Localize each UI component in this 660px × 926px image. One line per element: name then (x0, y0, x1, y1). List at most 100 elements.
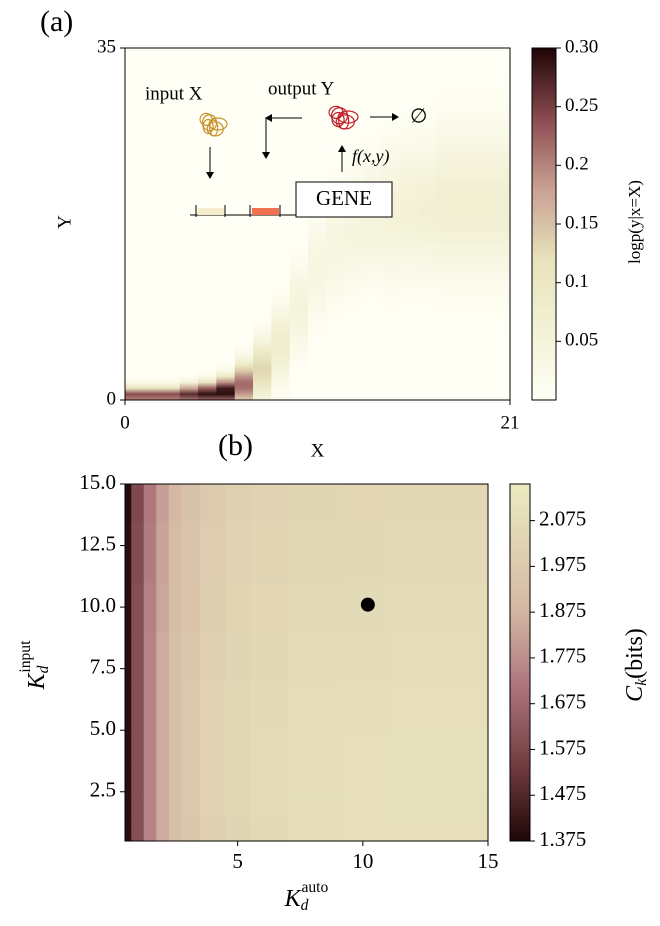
contour-cell (450, 791, 489, 817)
heatmap-column (179, 48, 199, 400)
contour-cell (181, 520, 201, 583)
contour-cell (450, 582, 489, 633)
contour-cell (143, 680, 157, 731)
contour-cell (168, 484, 182, 522)
contour-cell (287, 484, 339, 522)
colorbar-tick-label: 1.475 (539, 781, 586, 805)
contour-cell (287, 834, 339, 842)
colorbar-tick-label: 0.25 (565, 95, 598, 116)
y-tick-label: 15.0 (79, 470, 116, 494)
contour-cell (387, 816, 451, 836)
heatmap-column (418, 48, 437, 400)
contour-cell (287, 767, 339, 793)
heatmap-column (234, 48, 254, 400)
contour-cell (250, 680, 289, 731)
contour-cell (450, 680, 489, 731)
contour-cell (156, 834, 170, 842)
contour-cell (156, 520, 170, 583)
contour-cell (131, 730, 145, 768)
heatmap-column (289, 48, 309, 400)
contour-cell (131, 484, 145, 522)
contour-cell (168, 816, 182, 836)
heatmap-column (216, 48, 236, 400)
contour-cell (287, 520, 339, 583)
contour-cell (200, 767, 226, 793)
contour-cell (131, 680, 145, 731)
colorbar-tick-label: 1.675 (539, 690, 586, 714)
contour-cell (450, 767, 489, 793)
contour-cell (450, 520, 489, 583)
contour-cell (181, 582, 201, 633)
molecule (328, 105, 344, 119)
colorbar-tick-label: 1.975 (539, 552, 586, 576)
contour-cell (337, 767, 389, 793)
contour-cell (168, 767, 182, 793)
heatmap-column (363, 48, 382, 400)
heatmap-column (436, 48, 456, 400)
y-tick-label: 2.5 (90, 778, 116, 802)
y-tick-label: 7.5 (90, 654, 116, 678)
contour-cell (337, 484, 389, 522)
plot-frame (124, 483, 489, 842)
heatmap-column (124, 48, 144, 400)
contour-cell (131, 520, 145, 583)
contour-cell (387, 680, 451, 731)
contour-cell (156, 631, 170, 682)
contour-cell (143, 730, 157, 768)
contour-cell (181, 816, 201, 836)
contour-cell (337, 520, 389, 583)
contour-cell (225, 631, 251, 682)
molecule (338, 112, 350, 130)
molecule (209, 119, 219, 137)
contour-cell (287, 730, 339, 768)
colorbar-label: logp(y|x=X) (625, 180, 644, 264)
colorbar-tick-label: 0.30 (565, 36, 598, 57)
contour-cell (250, 767, 289, 793)
contour-cell (125, 730, 132, 768)
axis-label: Kdauto (284, 879, 329, 914)
label-part: input (17, 640, 34, 673)
contour-cell (181, 791, 201, 817)
contour-cell (156, 582, 170, 633)
molecule (331, 111, 345, 128)
y-tick-label: 10.0 (79, 593, 116, 617)
contour-cell (168, 680, 182, 731)
label-part: K (24, 671, 50, 690)
contour-cell (225, 520, 251, 583)
contour-cell (250, 631, 289, 682)
contour-cell (131, 582, 145, 633)
contour-cell (287, 680, 339, 731)
colorbar-tick-label: 0.1 (565, 271, 589, 292)
label-part: d (301, 897, 309, 914)
x-tick-label: 21 (501, 412, 520, 433)
contour-cell (125, 680, 132, 731)
contour-cell (337, 680, 389, 731)
contour-cell (387, 520, 451, 583)
contour-cell (387, 484, 451, 522)
contour-cell (143, 791, 157, 817)
contour-cell (450, 816, 489, 836)
x-tick-label: 10 (352, 849, 373, 873)
contour-cell (125, 484, 132, 522)
contour-cell (200, 582, 226, 633)
colorbar (531, 47, 557, 401)
heatmap-column (344, 48, 364, 400)
contour-cell (131, 631, 145, 682)
contour-cell (143, 834, 157, 842)
contour-cell (156, 791, 170, 817)
contour-cell (387, 582, 451, 633)
heatmap-column (253, 48, 272, 400)
contour-cell (125, 582, 132, 633)
contour-cell (131, 767, 145, 793)
contour-cell (156, 767, 170, 793)
contour-cell (387, 834, 451, 842)
contour-cell (143, 582, 157, 633)
colorbar-tick-label: 1.875 (539, 598, 586, 622)
contour-cell (125, 816, 132, 836)
contour-cell (450, 484, 489, 522)
contour-cell (168, 520, 182, 583)
contour-cell (143, 484, 157, 522)
contour-cell (143, 520, 157, 583)
